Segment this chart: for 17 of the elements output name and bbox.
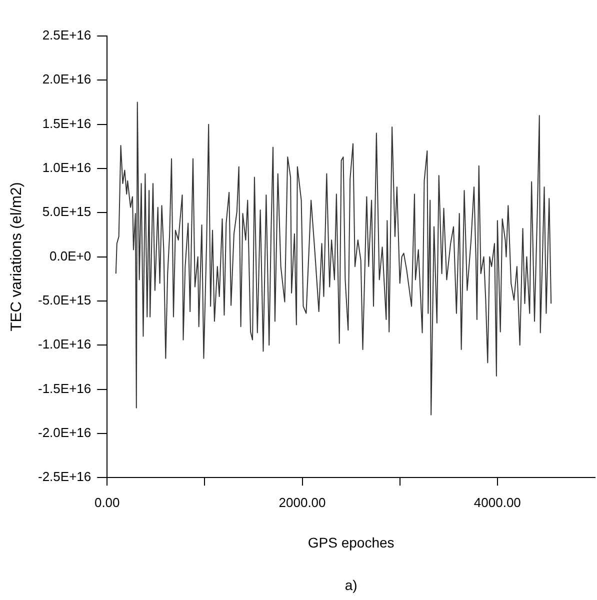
y-tick-label: 0.0E+0	[50, 248, 92, 264]
y-tick-label: 1.0E+16	[42, 160, 92, 176]
x-tick-label: 2000.00	[278, 494, 326, 510]
y-tick-label: -5.0E+15	[38, 292, 92, 308]
x-tick-label: 0.00	[94, 494, 120, 510]
y-tick-label: -2.5E+16	[38, 469, 92, 484]
x-tick-label: 4000.00	[474, 494, 521, 510]
x-axis-title: GPS epoches	[308, 534, 394, 550]
y-tick-label: 2.0E+16	[42, 72, 92, 87]
y-tick-label: -1.5E+16	[38, 380, 92, 396]
y-tick-label: 5.0E+15	[42, 204, 92, 220]
y-tick-label: -1.0E+16	[38, 336, 92, 352]
y-tick-label: 2.5E+16	[42, 28, 92, 43]
y-tick-label: -2.0E+16	[38, 425, 92, 440]
y-axis-title: TEC variations (el/m2)	[8, 182, 26, 332]
text: a)	[344, 577, 358, 593]
y-tick-label: 1.5E+16	[42, 116, 92, 131]
